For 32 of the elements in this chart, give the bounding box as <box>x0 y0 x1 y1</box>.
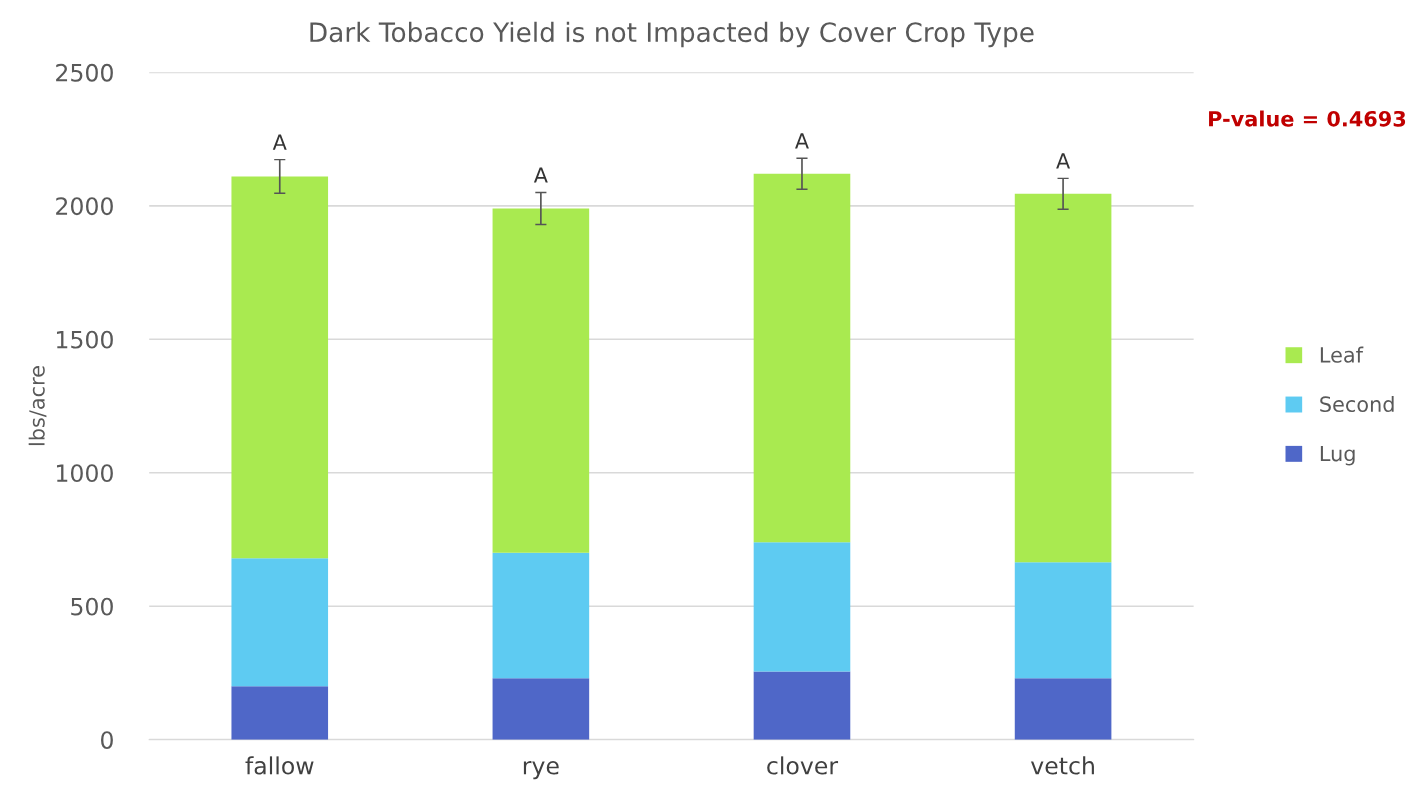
y-tick-label: 500 <box>71 597 113 616</box>
x-tick-label: rye <box>523 761 559 780</box>
legend-label: Leaf <box>1320 346 1364 363</box>
bar <box>753 173 851 543</box>
bar <box>231 176 329 559</box>
bar <box>1014 562 1112 679</box>
bar <box>1014 678 1112 740</box>
y-tick-label: 1000 <box>56 464 113 483</box>
x-tick-label: fallow <box>245 756 314 775</box>
text: P-value = 0.4693 <box>1209 110 1406 127</box>
annotation: A <box>795 133 809 149</box>
y-axis-title: lbs/acre <box>28 366 47 446</box>
y-tick-label: 0 <box>101 731 113 749</box>
bar <box>231 686 329 740</box>
legend-label: Second <box>1320 395 1394 413</box>
bar <box>492 678 590 740</box>
bar <box>1014 193 1112 563</box>
y-tick-label: 1500 <box>56 330 113 349</box>
y-tick-label: 2500 <box>56 63 113 82</box>
bar <box>492 208 590 553</box>
bar <box>492 552 590 679</box>
bar <box>231 558 329 687</box>
y-tick-label: 2000 <box>56 197 113 216</box>
annotation: A <box>272 134 287 150</box>
legend-label: Lug <box>1320 445 1355 466</box>
x-tick-label: vetch <box>1030 756 1094 775</box>
annotation: A <box>533 167 548 183</box>
chart-title: Dark Tobacco Yield is not Impacted by Cover Crop Type <box>310 21 1034 48</box>
annotation: A <box>1056 153 1071 169</box>
bar <box>753 671 851 740</box>
x-tick-label: clover <box>767 756 839 775</box>
bar <box>753 542 851 672</box>
